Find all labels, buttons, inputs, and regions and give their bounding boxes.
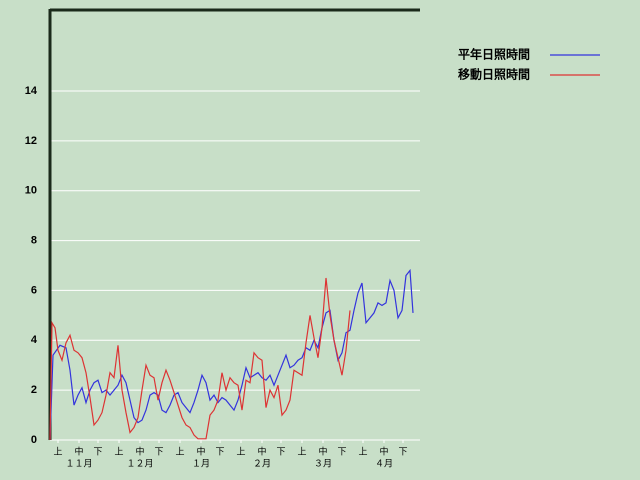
month-label: １１月 bbox=[65, 459, 92, 470]
month-label: １２月 bbox=[126, 459, 153, 470]
y-tick-label: 10 bbox=[25, 185, 37, 197]
legend-label: 移動日照時間 bbox=[458, 67, 530, 82]
y-tick-label: 12 bbox=[25, 135, 37, 147]
y-tick-label: 0 bbox=[31, 434, 37, 446]
x-tick-label: 上 bbox=[114, 447, 123, 458]
month-label: １月 bbox=[192, 459, 210, 470]
legend-label: 平年日照時間 bbox=[458, 47, 530, 62]
x-tick-label: 中 bbox=[74, 446, 83, 458]
x-tick-label: 上 bbox=[175, 447, 184, 458]
series-line bbox=[49, 277, 351, 441]
x-tick-label: 下 bbox=[93, 448, 102, 458]
series-line bbox=[49, 268, 414, 441]
x-tick-label: 中 bbox=[257, 446, 266, 458]
month-label: ３月 bbox=[314, 459, 332, 470]
x-tick-label: 上 bbox=[236, 447, 245, 458]
x-tick-label: 下 bbox=[276, 448, 285, 458]
x-tick-label: 下 bbox=[215, 448, 224, 458]
x-tick-label: 中 bbox=[379, 446, 388, 458]
x-tick-label: 中 bbox=[196, 446, 205, 458]
x-tick-label: 中 bbox=[135, 446, 144, 458]
x-tick-label: 下 bbox=[154, 448, 163, 458]
x-tick-label: 下 bbox=[337, 448, 346, 458]
month-label: ２月 bbox=[253, 459, 271, 470]
y-tick-label: 6 bbox=[31, 284, 37, 296]
month-label: ４月 bbox=[375, 459, 393, 470]
y-tick-label: 8 bbox=[31, 234, 37, 246]
x-tick-label: 上 bbox=[358, 447, 367, 458]
x-tick-label: 中 bbox=[318, 446, 327, 458]
x-tick-label: 上 bbox=[297, 447, 306, 458]
x-tick-label: 下 bbox=[398, 448, 407, 458]
y-tick-label: 4 bbox=[31, 334, 38, 346]
y-tick-label: 2 bbox=[31, 384, 37, 396]
y-tick-label: 14 bbox=[25, 85, 38, 97]
x-tick-label: 上 bbox=[53, 447, 62, 458]
